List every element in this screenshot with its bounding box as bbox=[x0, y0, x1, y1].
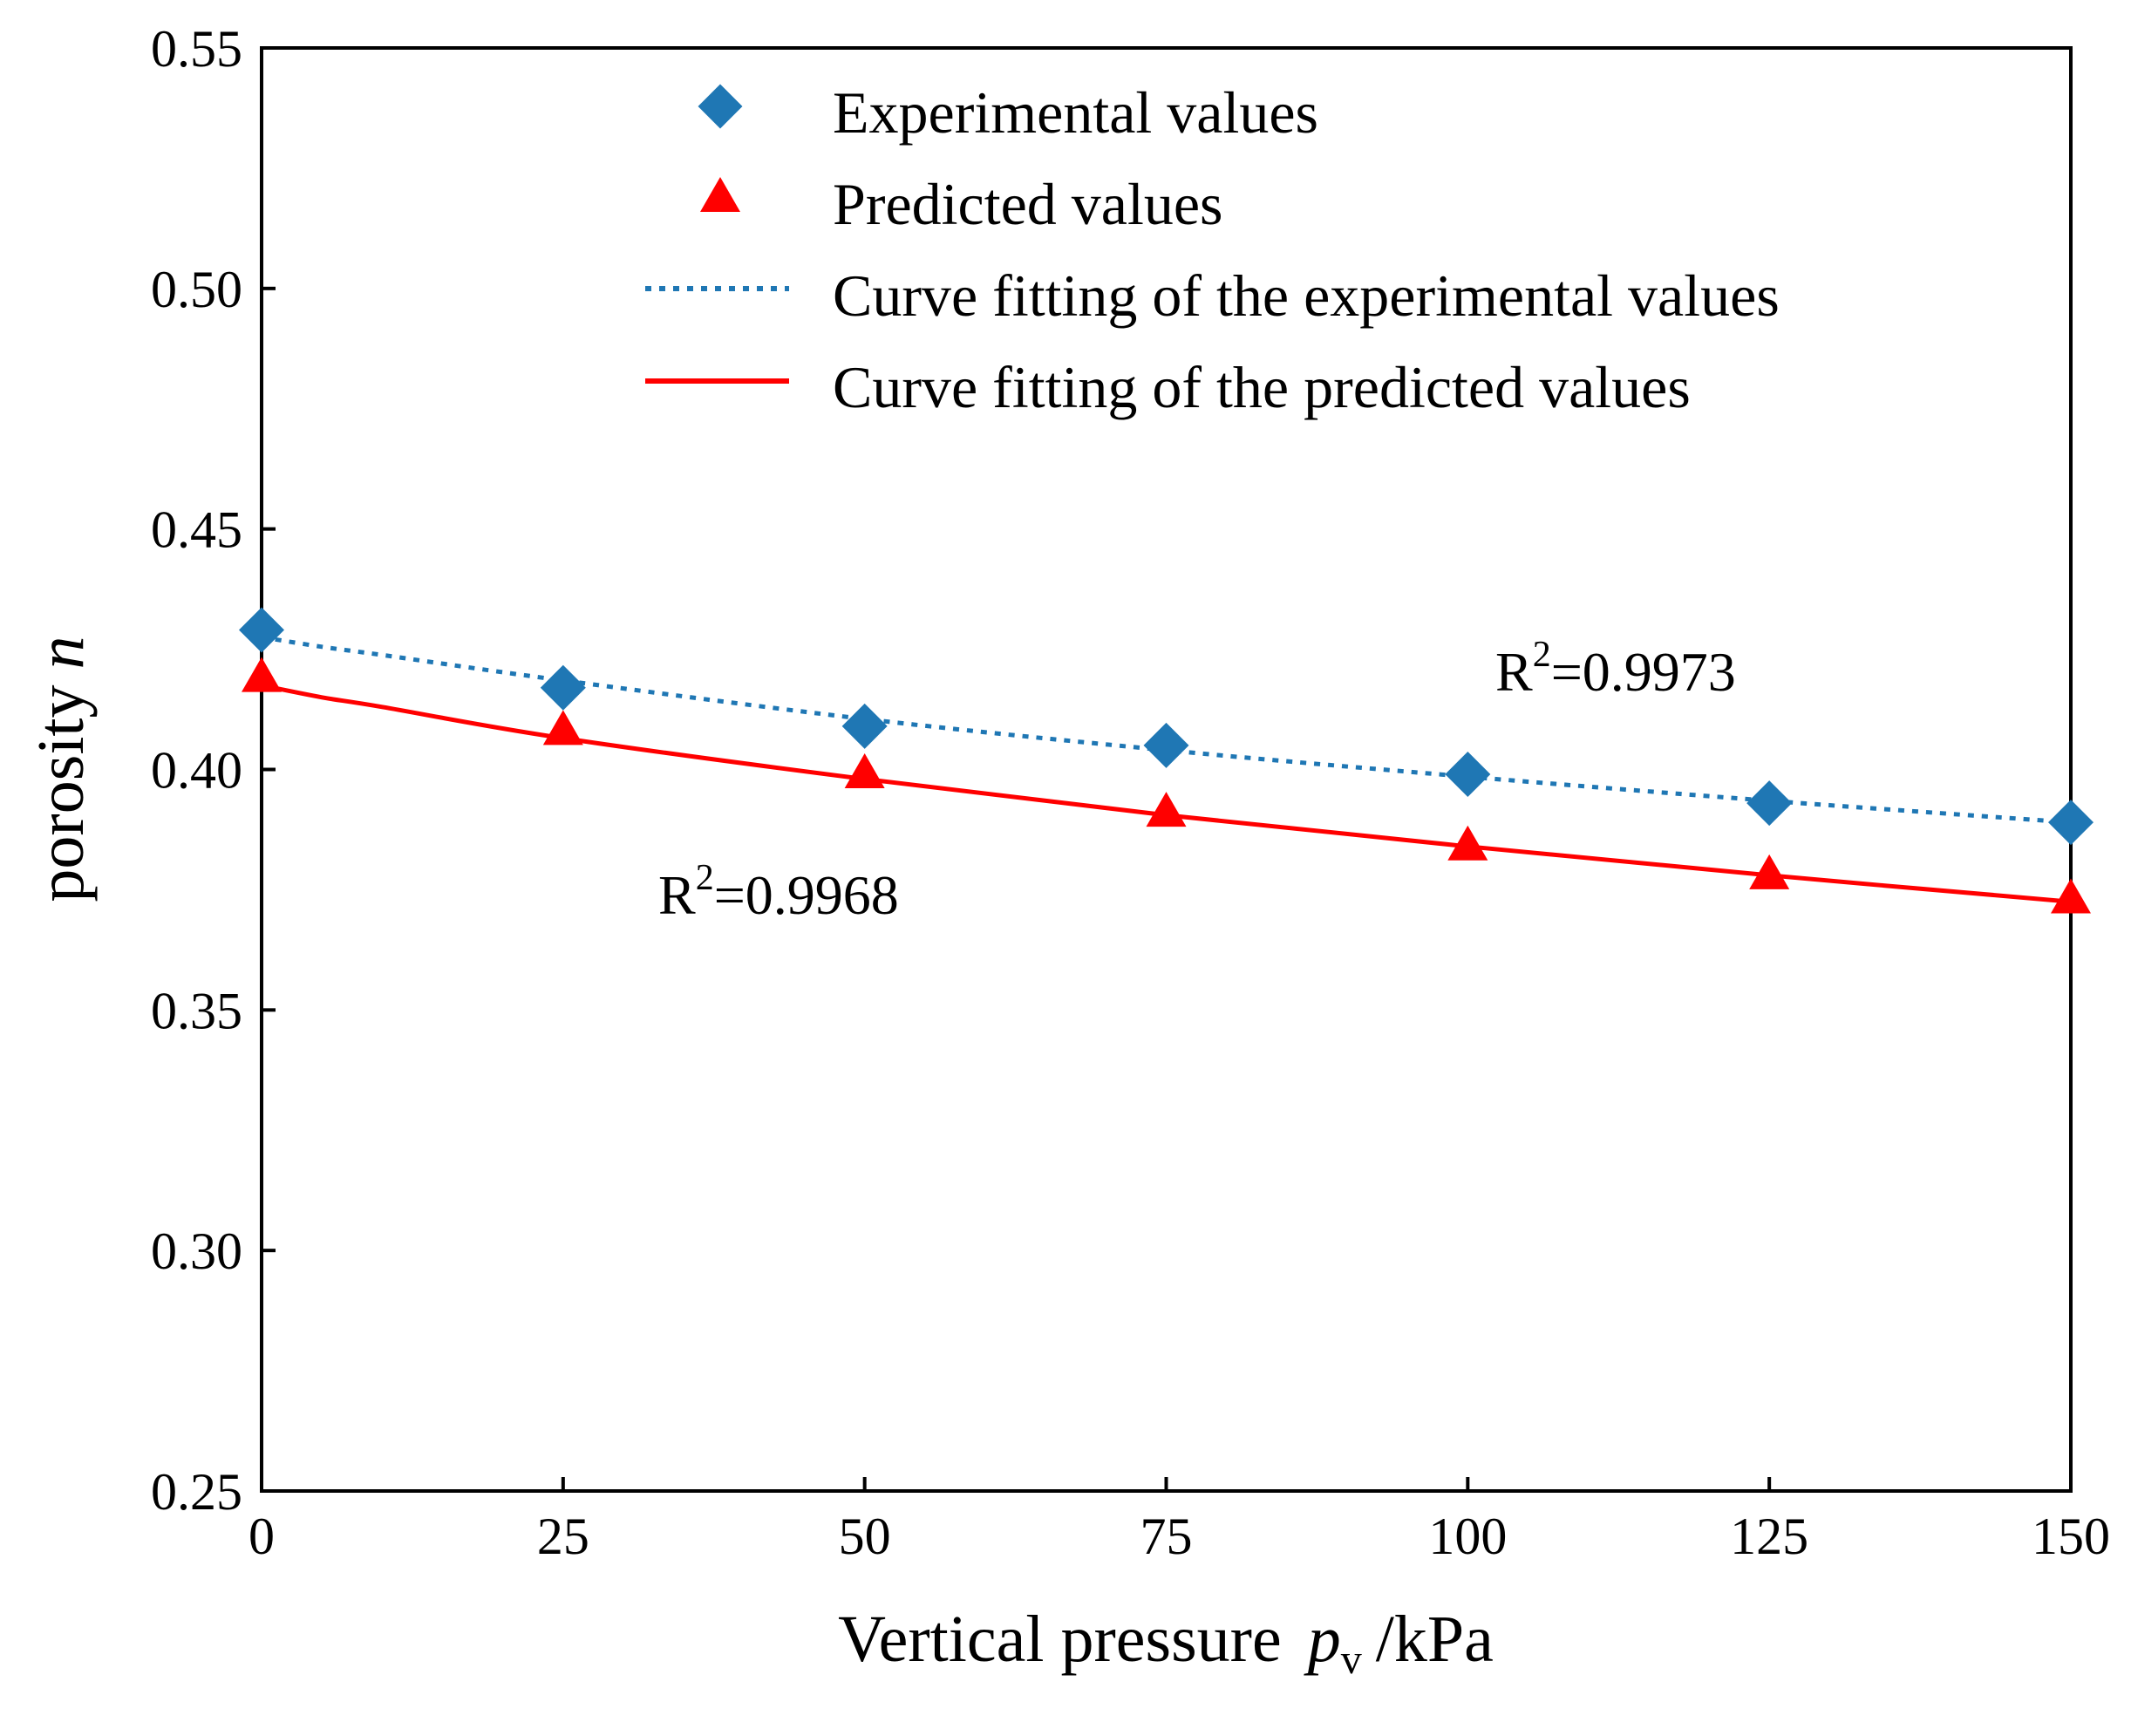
y-tick-label: 0.45 bbox=[151, 501, 242, 559]
y-tick-label: 0.35 bbox=[151, 982, 242, 1039]
point-experimental bbox=[1746, 780, 1793, 827]
point-experimental bbox=[841, 703, 888, 749]
y-axis-title: porosityn bbox=[24, 636, 98, 902]
point-experimental bbox=[2048, 800, 2094, 846]
point-predicted bbox=[1146, 792, 1187, 827]
point-predicted bbox=[844, 753, 885, 789]
point-predicted bbox=[242, 657, 282, 692]
x-tick-label: 50 bbox=[839, 1508, 891, 1565]
point-experimental bbox=[239, 607, 284, 653]
fit-curve-experimental bbox=[261, 635, 2072, 825]
x-tick-label: 25 bbox=[537, 1508, 589, 1565]
x-tick-label: 125 bbox=[1730, 1508, 1808, 1565]
legend-label-experimental-fit: Curve fitting of the experimental values bbox=[833, 262, 1780, 329]
x-axis-ticks: 0 25 50 75 100 125 150 bbox=[249, 1477, 2110, 1565]
legend-label-predicted: Predicted values bbox=[833, 171, 1223, 237]
legend: Experimental values Predicted values Cur… bbox=[645, 79, 1780, 420]
y-tick-label: 0.55 bbox=[151, 20, 242, 78]
y-tick-label: 0.30 bbox=[151, 1222, 242, 1280]
point-predicted bbox=[1749, 854, 1790, 889]
x-tick-label: 150 bbox=[2032, 1508, 2110, 1565]
y-tick-label: 0.25 bbox=[151, 1463, 242, 1521]
point-predicted bbox=[2051, 878, 2091, 914]
r2-annotation-experimental: R2=0.9973 bbox=[1495, 635, 1736, 703]
fit-curves bbox=[261, 635, 2072, 904]
y-tick-label: 0.50 bbox=[151, 261, 242, 318]
point-experimental bbox=[540, 664, 586, 711]
point-predicted bbox=[1447, 825, 1488, 861]
point-predicted bbox=[542, 710, 583, 745]
legend-label-predicted-fit: Curve fitting of the predicted values bbox=[833, 354, 1691, 420]
legend-marker-predicted bbox=[700, 177, 740, 212]
x-tick-label: 75 bbox=[1140, 1508, 1193, 1565]
x-axis-title: Vertical pressure pv/kPa bbox=[838, 1603, 1494, 1683]
point-experimental bbox=[1445, 752, 1491, 798]
r2-annotation-predicted: R2=0.9968 bbox=[658, 858, 899, 926]
x-tick-label: 100 bbox=[1428, 1508, 1507, 1565]
data-markers bbox=[239, 607, 2094, 914]
x-tick-label: 0 bbox=[249, 1508, 275, 1565]
legend-marker-experimental bbox=[698, 84, 743, 129]
legend-label-experimental: Experimental values bbox=[833, 79, 1318, 146]
point-experimental bbox=[1143, 722, 1189, 768]
y-axis-ticks: 0.25 0.30 0.35 0.40 0.45 0.50 0.55 bbox=[151, 20, 276, 1521]
fit-curve-predicted bbox=[261, 683, 2072, 904]
y-tick-label: 0.40 bbox=[151, 742, 242, 800]
